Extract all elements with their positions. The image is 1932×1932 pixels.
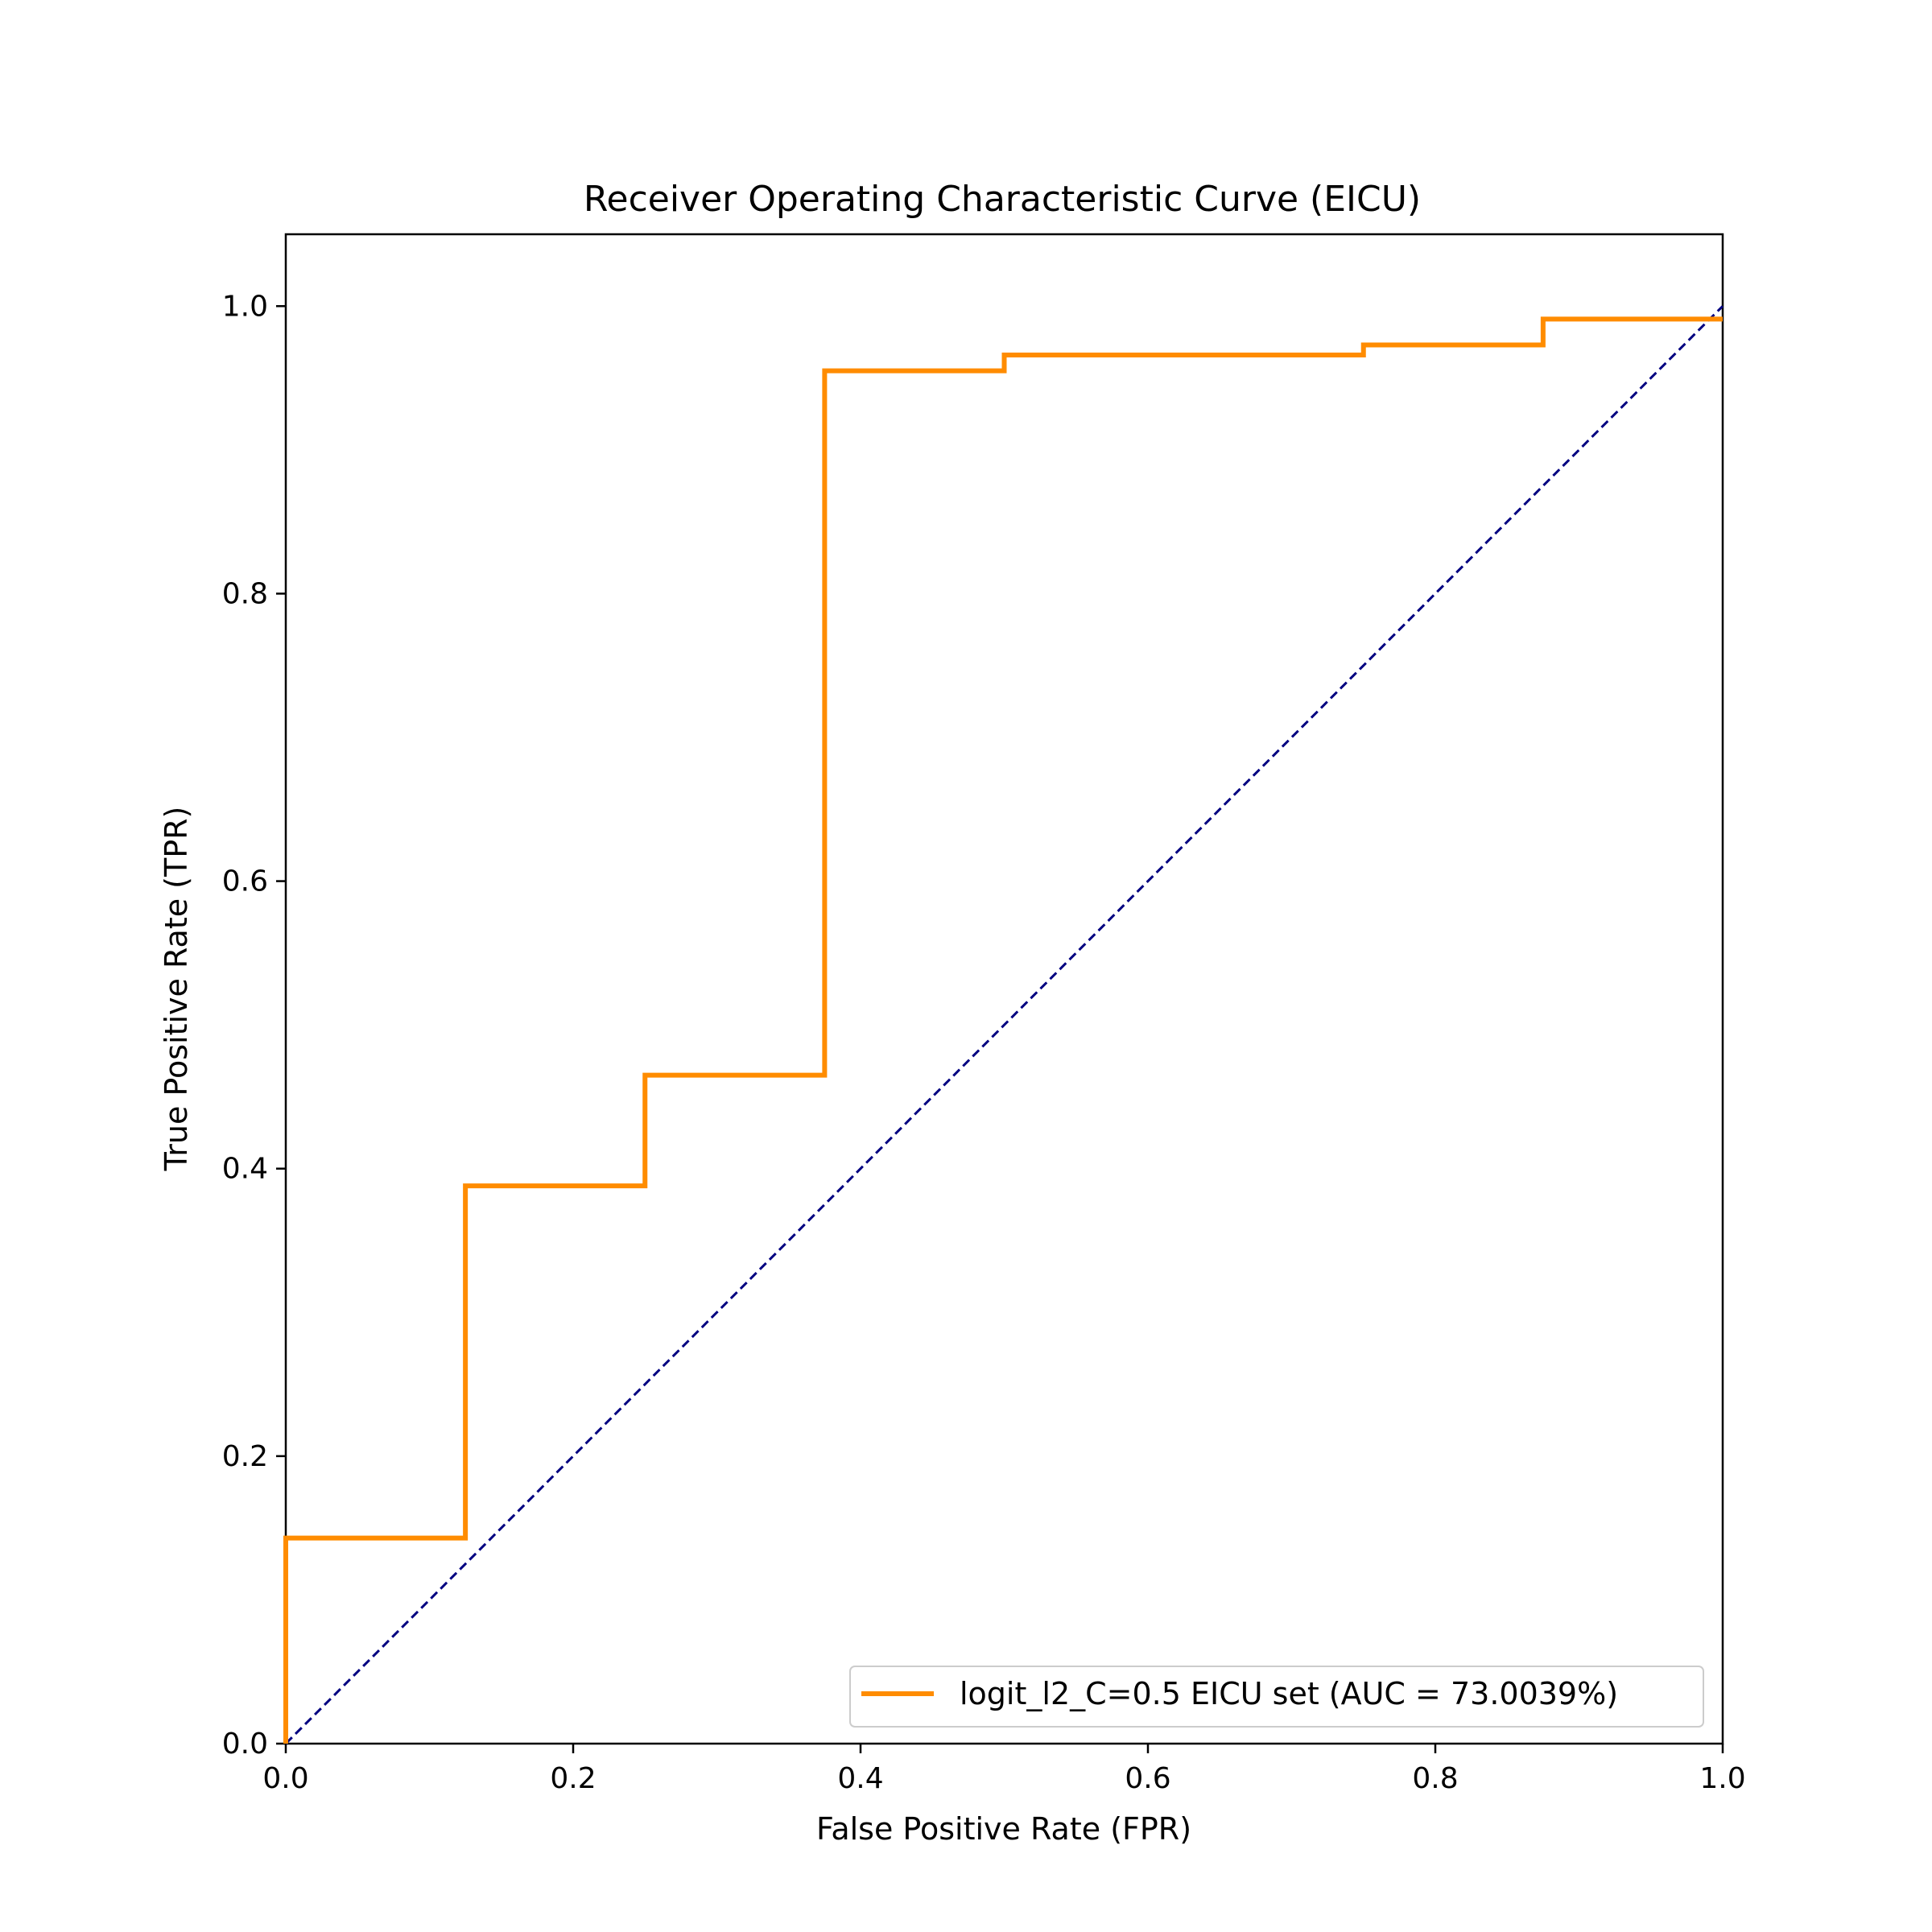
roc-curve-line [283, 316, 1723, 1744]
x-tick-label: 1.0 [1699, 1762, 1745, 1795]
y-tick-label: 1.0 [222, 290, 268, 323]
y-axis-label: True Positive Rate (TPR) [159, 807, 194, 1172]
y-tick-label: 0.8 [222, 577, 268, 610]
plot-area [284, 233, 1724, 1745]
y-tick-label: 0.6 [222, 865, 268, 898]
y-tick-label: 0.4 [222, 1153, 268, 1186]
chance-diagonal-line [284, 305, 1724, 1745]
chart-title: Receiver Operating Characteristic Curve … [584, 179, 1421, 220]
x-axis-label: False Positive Rate (FPR) [816, 1811, 1191, 1847]
plot-frame [284, 233, 1724, 1745]
x-tick-label: 0.2 [550, 1762, 596, 1795]
x-tick-label: 0.6 [1125, 1762, 1170, 1795]
legend-box [849, 1666, 1704, 1728]
y-axis: 0.0 0.2 0.4 0.6 0.8 1.0 [222, 290, 286, 1761]
legend-label: logit_l2_C=0.5 EICU set (AUC = 73.0039%) [960, 1676, 1618, 1711]
x-tick-label: 0.0 [262, 1762, 308, 1795]
series-layer [283, 305, 1724, 1745]
legend: logit_l2_C=0.5 EICU set (AUC = 73.0039%) [849, 1666, 1704, 1728]
x-tick-label: 0.4 [837, 1762, 883, 1795]
y-tick-label: 0.2 [222, 1440, 268, 1473]
x-tick-label: 0.8 [1412, 1762, 1458, 1795]
y-tick-label: 0.0 [222, 1728, 268, 1761]
x-axis: 0.0 0.2 0.4 0.6 0.8 1.0 [262, 1744, 1746, 1795]
